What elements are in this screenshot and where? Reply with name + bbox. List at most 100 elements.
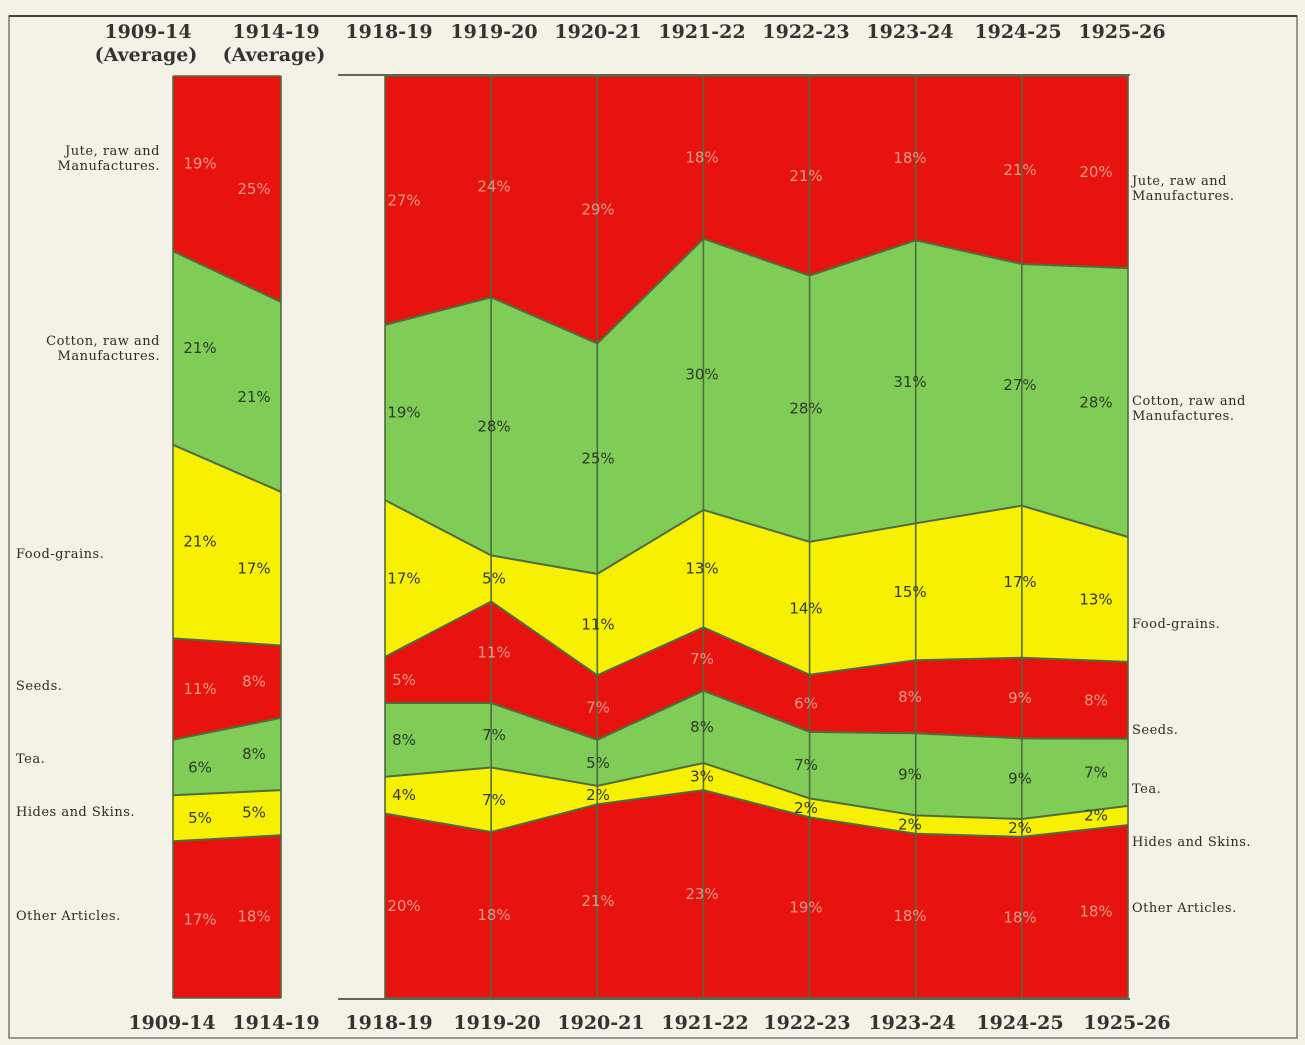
percent-label: 5% — [242, 804, 266, 822]
area-bands — [173, 76, 1128, 998]
percent-label: 21% — [1003, 161, 1036, 179]
category-label-right: Jute, raw and Manufactures. — [1130, 174, 1234, 204]
percent-label: 8% — [898, 688, 922, 706]
category-label-right: Hides and Skins. — [1132, 835, 1251, 850]
year-label-top: 1921-22 — [658, 21, 745, 43]
percent-labels: 19% 25% 27% 24% 29% 18% 21% 18% 21% 20% 21% 21% 19% 2… — [183, 148, 1112, 928]
year-label-bottom: 1922-23 — [763, 1012, 850, 1034]
boundary-line — [384, 600, 1129, 677]
category-labels: Jute, raw and Manufactures. Cotton, raw an… — [16, 144, 1251, 924]
boundary-line — [384, 499, 1129, 575]
percent-label: 28% — [1079, 394, 1112, 412]
percent-label: 14% — [789, 599, 822, 617]
percent-label: 5% — [392, 671, 416, 689]
year-labels: 1909-14(Average)1914-19(Average)1918-19 1… — [95, 21, 1171, 1034]
percent-label: 18% — [685, 148, 718, 166]
year-label-top: 1925-26 — [1078, 21, 1165, 43]
percent-label: 20% — [1079, 163, 1112, 181]
percent-label: 18% — [477, 906, 510, 924]
percent-label: 7% — [482, 791, 506, 809]
band-left-jute-raw-and-manufactures — [173, 76, 281, 302]
category-label-right: Tea. — [1132, 782, 1161, 797]
year-label-bottom: 1924-25 — [976, 1012, 1063, 1034]
percent-label: 30% — [685, 365, 718, 383]
percent-label: 17% — [183, 911, 216, 929]
percent-label: 23% — [685, 885, 718, 903]
percent-label: 9% — [1008, 770, 1032, 788]
percent-label: 11% — [581, 616, 614, 634]
boundary-line — [172, 834, 282, 843]
boundary-line — [384, 789, 1129, 838]
percent-label: 15% — [893, 583, 926, 601]
percent-label: 29% — [581, 201, 614, 219]
percent-label: 2% — [586, 786, 610, 804]
category-label-left: Tea. — [16, 752, 45, 767]
year-label-bottom: 1918-19 — [345, 1012, 432, 1034]
category-label-left: Other Articles. — [16, 909, 121, 924]
percent-label: 18% — [893, 907, 926, 925]
percent-label: 18% — [1003, 908, 1036, 926]
year-label-top: 1924-25 — [974, 21, 1061, 43]
percent-label: 5% — [188, 809, 212, 827]
percent-label: 3% — [690, 768, 714, 786]
band-left-other-articles — [173, 835, 281, 998]
boundary-line — [172, 443, 282, 493]
percent-label: 27% — [387, 192, 420, 210]
percent-label: 21% — [237, 388, 270, 406]
percent-label: 8% — [242, 745, 266, 763]
band-left-seeds — [173, 638, 281, 740]
percent-label: 5% — [482, 570, 506, 588]
category-label-right: Seeds. — [1132, 723, 1178, 738]
category-label-left: Jute, raw and Manufactures. — [58, 144, 160, 174]
percent-label: 25% — [237, 180, 270, 198]
category-label-left: Food-grains. — [16, 547, 104, 562]
percent-label: 19% — [789, 899, 822, 917]
year-label-bottom: 1923-24 — [868, 1012, 955, 1034]
percent-label: 19% — [387, 404, 420, 422]
year-label-top: 1918-19 — [345, 21, 432, 43]
percent-label: 7% — [482, 726, 506, 744]
band-left-cotton-raw-and-manufactures — [173, 251, 281, 492]
year-label-top: 1920-21 — [554, 21, 641, 43]
percent-label: 28% — [477, 417, 510, 435]
year-label-top: 1919-20 — [450, 21, 537, 43]
category-label-left: Hides and Skins. — [16, 805, 135, 820]
percent-label: 9% — [898, 765, 922, 783]
percent-label: 4% — [392, 786, 416, 804]
percent-label: 7% — [794, 756, 818, 774]
band-right-seeds — [385, 601, 1128, 740]
percent-label: 8% — [242, 673, 266, 691]
band-right-cotton-raw-and-manufactures — [385, 238, 1128, 574]
percent-label: 2% — [898, 816, 922, 834]
band-left-tea — [173, 717, 281, 796]
percent-label: 21% — [183, 533, 216, 551]
year-label-bottom: 1919-20 — [453, 1012, 540, 1034]
percent-label: 21% — [789, 167, 822, 185]
boundary-line — [384, 237, 1129, 345]
percent-label: 7% — [1084, 763, 1108, 781]
percent-label: 18% — [237, 908, 270, 926]
year-label-top: 1923-24 — [866, 21, 953, 43]
year-label-bottom: 1909-14 — [128, 1012, 215, 1034]
percent-label: 25% — [581, 450, 614, 468]
percent-label: 20% — [387, 897, 420, 915]
year-label-top: 1914-19 — [232, 21, 319, 43]
band-right-tea — [385, 690, 1128, 819]
percent-label: 8% — [690, 718, 714, 736]
year-sublabel-top: (Average) — [95, 44, 198, 66]
boundary-line — [385, 689, 1129, 741]
percent-label: 2% — [1008, 819, 1032, 837]
percent-label: 2% — [794, 799, 818, 817]
year-sublabel-top: (Average) — [223, 44, 326, 66]
percent-label: 19% — [183, 155, 216, 173]
band-left-hides-and-skins — [173, 790, 281, 842]
percent-label: 7% — [586, 699, 610, 717]
boundary-line — [172, 789, 282, 797]
year-label-bottom: 1914-19 — [232, 1012, 319, 1034]
category-label-right: Other Articles. — [1132, 901, 1237, 916]
category-label-right: Food-grains. — [1132, 617, 1220, 632]
band-right-jute-raw-and-manufactures — [385, 76, 1128, 344]
percent-label: 5% — [586, 754, 610, 772]
percent-label: 6% — [794, 694, 818, 712]
